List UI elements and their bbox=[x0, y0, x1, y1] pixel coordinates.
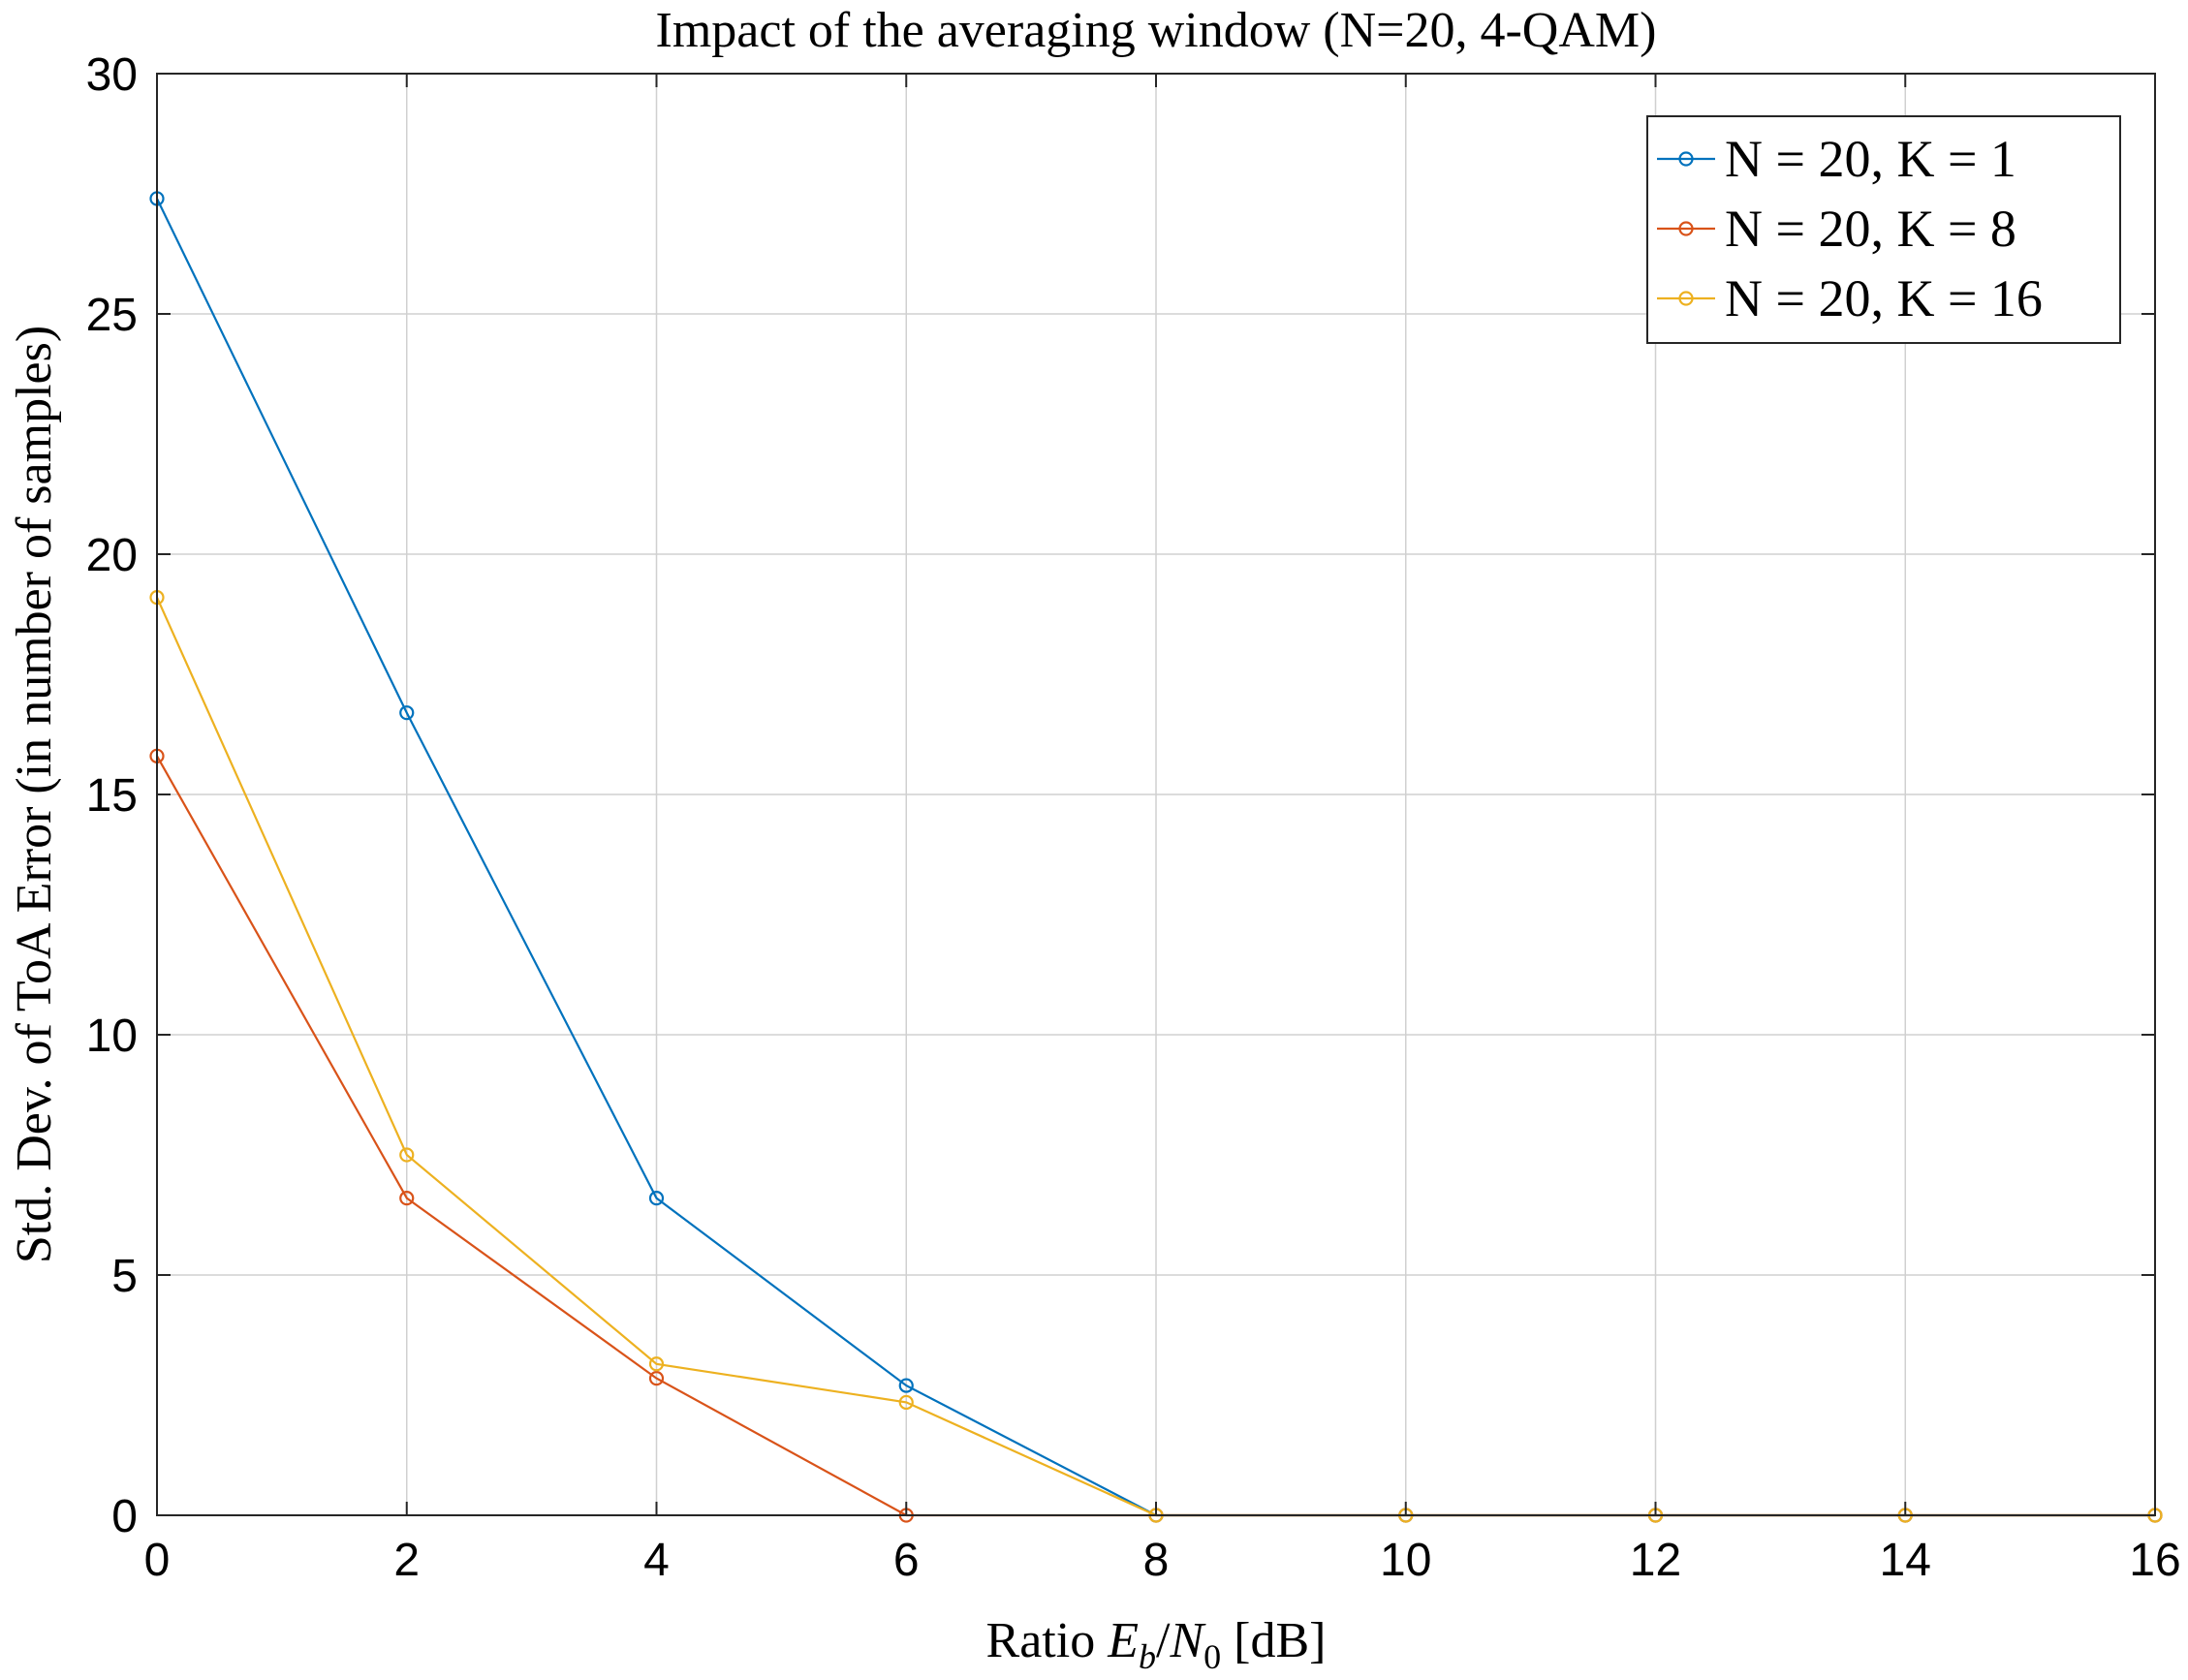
legend-item-3: N = 20, K = 16 bbox=[1657, 269, 2043, 327]
chart-title: Impact of the averaging window (N=20, 4-… bbox=[656, 3, 1657, 58]
data-point bbox=[898, 1394, 914, 1411]
x-tick-label: 6 bbox=[893, 1535, 920, 1586]
legend-swatch-marker bbox=[1678, 151, 1694, 167]
x-tick-label: 4 bbox=[643, 1535, 670, 1586]
y-tick-label: 10 bbox=[86, 1011, 138, 1062]
legend-swatch-marker bbox=[1678, 291, 1694, 306]
data-point bbox=[898, 1378, 914, 1393]
x-tick-label: 10 bbox=[1380, 1535, 1431, 1586]
legend: N = 20, K = 1 N = 20, K = 8 N = 20, K = 16 bbox=[1646, 115, 2121, 344]
x-axis-label: Ratio Eb/N0 [dB] bbox=[986, 1613, 1327, 1676]
y-tick-label: 30 bbox=[86, 49, 138, 101]
data-point bbox=[399, 1191, 415, 1206]
grid bbox=[156, 73, 2156, 1516]
legend-box bbox=[1646, 115, 2121, 344]
x-tick-label: 2 bbox=[393, 1535, 420, 1586]
data-point bbox=[399, 1147, 415, 1163]
x-tick-label: 16 bbox=[2129, 1535, 2180, 1586]
legend-swatch-marker bbox=[1678, 221, 1694, 236]
y-tick-label: 25 bbox=[86, 290, 138, 341]
legend-item-2: N = 20, K = 8 bbox=[1657, 200, 2016, 258]
y-tick-label: 5 bbox=[111, 1251, 138, 1302]
y-tick-label: 0 bbox=[111, 1491, 138, 1542]
legend-item-1: N = 20, K = 1 bbox=[1657, 130, 2016, 188]
data-point bbox=[648, 1191, 665, 1206]
legend-label: N = 20, K = 16 bbox=[1725, 269, 2043, 327]
y-tick-label: 15 bbox=[86, 770, 138, 822]
x-tick-label: 14 bbox=[1880, 1535, 1931, 1586]
y-tick-label: 20 bbox=[86, 530, 138, 581]
x-tick-label: 8 bbox=[1143, 1535, 1170, 1586]
x-tick-label: 0 bbox=[144, 1535, 171, 1586]
y-axis-label: Std. Dev. of ToA Error (in number of sam… bbox=[7, 326, 62, 1263]
data-point bbox=[399, 705, 415, 721]
x-tick-label: 12 bbox=[1630, 1535, 1681, 1586]
data-point bbox=[648, 1371, 665, 1386]
legend-label: N = 20, K = 8 bbox=[1725, 200, 2016, 258]
legend-label: N = 20, K = 1 bbox=[1725, 130, 2016, 188]
tick-labels: 0 2 4 6 8 10 12 14 16 0 5 10 15 20 25 30 bbox=[86, 49, 2181, 1586]
data-point bbox=[648, 1356, 665, 1372]
